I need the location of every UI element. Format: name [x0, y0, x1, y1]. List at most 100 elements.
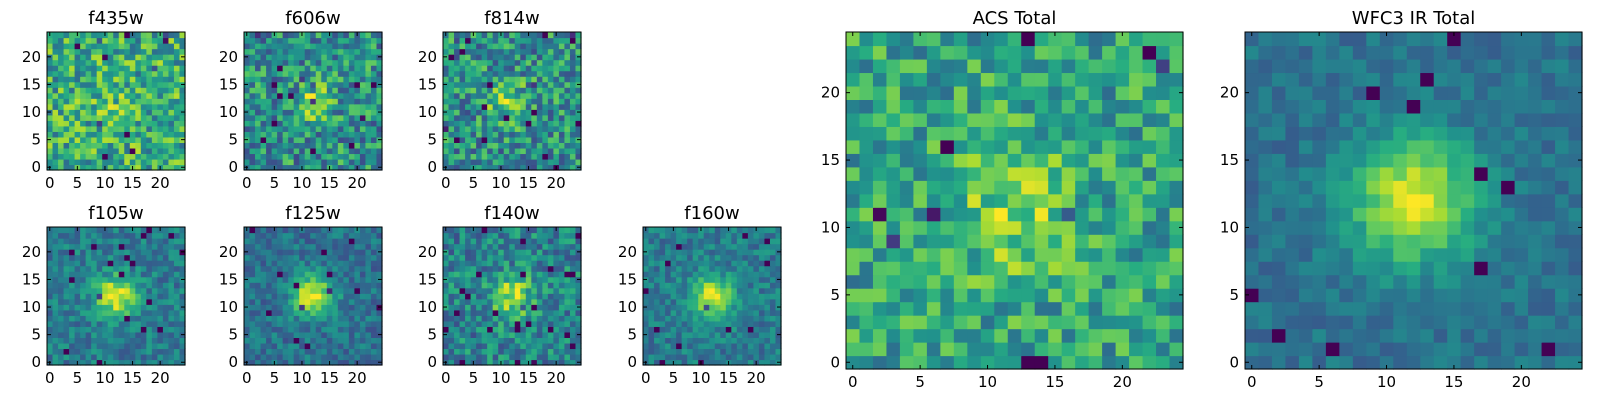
heatmap-cell: [168, 103, 175, 110]
heatmap-cell: [564, 260, 571, 267]
heatmap-cell: [244, 243, 251, 250]
heatmap-cell: [332, 304, 339, 311]
heatmap-cell: [481, 87, 488, 94]
heatmap-cell: [168, 147, 175, 155]
heatmap-cell: [107, 98, 114, 105]
heatmap-cell: [113, 48, 120, 55]
heatmap-cell: [520, 125, 527, 132]
heatmap-cell: [157, 43, 164, 50]
heatmap-cell: [676, 348, 683, 355]
heatmap-cell: [687, 282, 694, 289]
heatmap-cell: [470, 81, 477, 88]
heatmap-cell: [448, 265, 455, 272]
heatmap-cell: [326, 103, 333, 110]
heatmap-cell: [52, 260, 59, 267]
heatmap-cell: [102, 48, 109, 55]
heatmap-cell: [1169, 288, 1184, 303]
heatmap-cell: [162, 48, 170, 55]
heatmap-cell: [487, 276, 494, 283]
heatmap-cell: [454, 276, 461, 283]
heatmap-cell: [481, 353, 488, 361]
heatmap-cell: [129, 254, 136, 261]
heatmap-cell: [492, 109, 499, 116]
heatmap-cell: [255, 103, 262, 110]
heatmap-cell: [129, 70, 136, 77]
heatmap-cell: [244, 87, 251, 94]
heatmap-cell: [354, 298, 361, 305]
heatmap-cell: [498, 59, 505, 66]
heatmap-cell: [354, 232, 361, 239]
heatmap-cell: [476, 287, 483, 294]
heatmap-cell: [714, 293, 721, 300]
heatmap-cell: [151, 348, 158, 355]
heatmap-cell: [553, 136, 560, 143]
heatmap-cell: [1075, 234, 1090, 249]
heatmap-cell: [282, 32, 289, 39]
heatmap-cell: [146, 65, 153, 72]
heatmap-cell: [465, 265, 472, 272]
heatmap-cell: [74, 54, 81, 61]
heatmap-cell: [492, 238, 499, 245]
heatmap-cell: [665, 243, 672, 250]
heatmap-cell: [1129, 220, 1144, 235]
heatmap-cell: [260, 164, 267, 171]
heatmap-cell: [162, 271, 170, 278]
heatmap-cell: [58, 304, 65, 311]
heatmap-cell: [348, 147, 355, 155]
heatmap-cell: [994, 274, 1009, 289]
heatmap-cell: [354, 65, 361, 72]
heatmap-cell: [310, 87, 317, 94]
heatmap-cell: [69, 70, 76, 77]
heatmap-cell: [940, 207, 955, 222]
heatmap-cell: [575, 59, 582, 66]
heatmap-cell: [542, 37, 549, 44]
heatmap-cell: [465, 32, 472, 39]
heatmap-cell: [899, 288, 914, 303]
heatmap-cell: [282, 254, 289, 261]
heatmap-cell: [899, 220, 914, 235]
heatmap-cell: [168, 109, 175, 116]
heatmap-cell: [536, 353, 543, 361]
y-tick-label: 5: [627, 326, 637, 344]
heatmap-cell: [63, 348, 70, 355]
heatmap-cell: [676, 298, 683, 305]
heatmap-cell: [498, 287, 505, 294]
heatmap-cell: [151, 54, 158, 61]
heatmap-cell: [332, 136, 339, 143]
heatmap-cell: [365, 326, 372, 333]
heatmap-cell: [514, 76, 521, 83]
heatmap-cell: [509, 65, 516, 72]
heatmap-cell: [564, 125, 571, 132]
heatmap-cell: [249, 81, 256, 88]
heatmap-cell: [277, 48, 284, 55]
heatmap-cell: [465, 54, 472, 61]
heatmap-cell: [326, 265, 333, 272]
heatmap-cell: [520, 92, 527, 99]
heatmap-cell: [255, 232, 262, 239]
heatmap-cell: [643, 348, 650, 355]
heatmap-cell: [736, 304, 743, 311]
heatmap-cell: [129, 304, 136, 311]
heatmap-cell: [47, 309, 54, 316]
heatmap-cell: [173, 92, 181, 99]
heatmap-cell: [348, 158, 355, 166]
heatmap-cell: [69, 254, 76, 261]
heatmap-cell: [454, 227, 461, 234]
heatmap-cell: [91, 109, 98, 116]
heatmap-cell: [337, 92, 344, 99]
heatmap-cell: [85, 92, 92, 99]
heatmap-cell: [676, 282, 683, 289]
heatmap-cell: [531, 282, 538, 289]
heatmap-cell: [124, 243, 131, 250]
heatmap-cell: [85, 98, 92, 105]
heatmap-cell: [310, 309, 317, 316]
heatmap-cell: [162, 337, 170, 344]
heatmap-cell: [337, 37, 344, 44]
heatmap-cell: [553, 114, 560, 121]
heatmap-cell: [1129, 301, 1144, 316]
heatmap-cell: [720, 320, 727, 327]
heatmap-cell: [58, 153, 65, 160]
heatmap-cell: [47, 70, 54, 77]
heatmap-cell: [370, 76, 378, 83]
heatmap-cell: [337, 70, 344, 77]
